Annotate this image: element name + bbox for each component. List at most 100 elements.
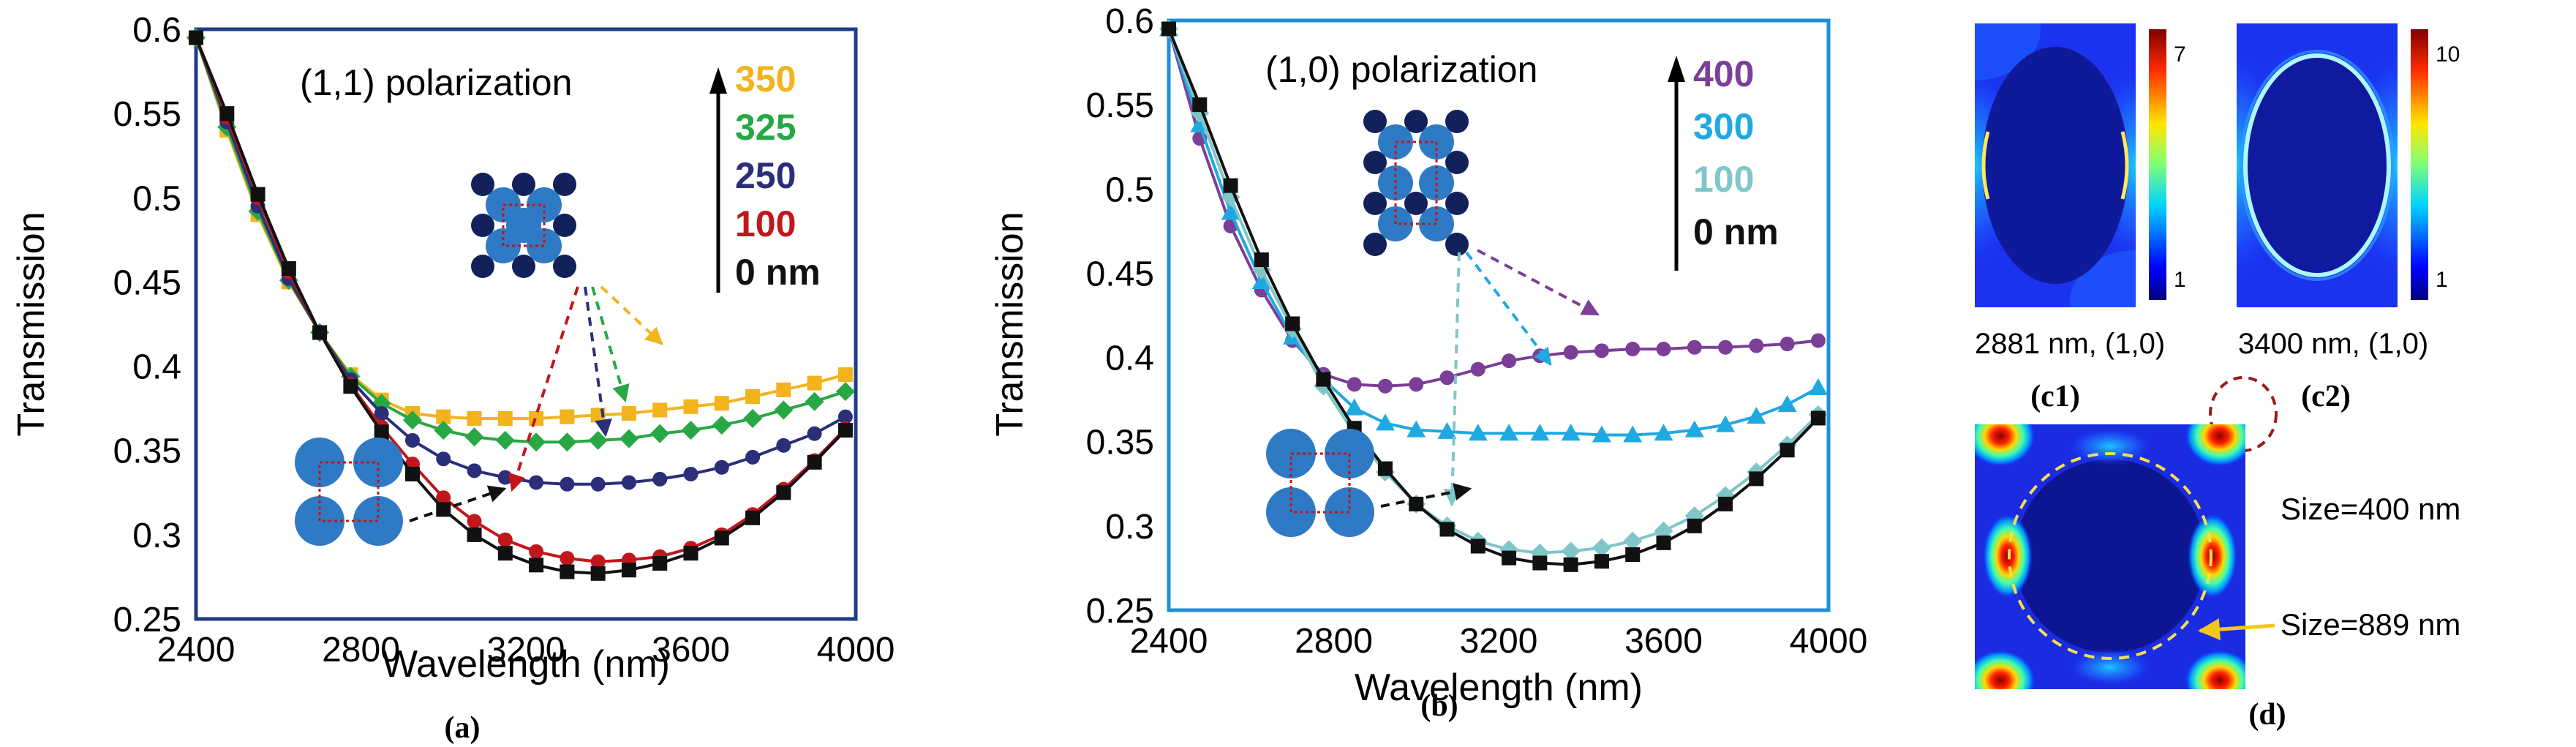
b-series-3-point (1192, 97, 1208, 113)
panel-a-disk-inset (295, 438, 403, 546)
a-series-3-point (560, 551, 575, 566)
b-xtick-label: 3200 (1460, 622, 1538, 661)
c2-caption: 3400 nm, (1,0) (2238, 328, 2428, 360)
a-legend-entry: 250 (735, 155, 796, 196)
b-series-3-line (1167, 28, 1820, 566)
b-series-0-point (1594, 343, 1609, 359)
b-series-3-point (1687, 518, 1702, 533)
panel-a-arrow-navy (584, 286, 612, 438)
b-ytick-label: 0.55 (1086, 86, 1154, 125)
a-series-2-point (745, 449, 761, 465)
b-series-0-point (1377, 378, 1393, 394)
a-ytick-label: 0.55 (113, 95, 181, 134)
b-series-0-line (1167, 28, 1819, 388)
b-series-3-point (1316, 372, 1331, 387)
a-series-0-point (807, 375, 822, 391)
a-series-0-point (745, 389, 761, 405)
b-series-0-point (1439, 370, 1455, 386)
a-series-4-point (621, 563, 636, 578)
panel-b-arrow-teal (1443, 252, 1461, 507)
b-ytick-label: 0.3 (1105, 508, 1154, 547)
b-series-3 (1161, 21, 1826, 572)
a-ytick-label: 0.4 (132, 348, 181, 387)
b-series-1-point (1684, 420, 1704, 438)
b-series-2-point (1592, 538, 1611, 558)
a-series-1-point (557, 432, 577, 452)
b-series-3-point (1439, 522, 1455, 537)
a-series-4-point (714, 530, 729, 546)
c1-colorbar-max: 7 (2174, 42, 2186, 67)
panel-label-b: (b) (1420, 689, 1458, 723)
a-ytick-label: 0.3 (132, 517, 181, 555)
b-series-2-line (1167, 28, 1820, 555)
b-xtick-label: 2400 (1130, 622, 1208, 661)
a-series-2-point (529, 475, 544, 490)
b-series-3-point (1285, 316, 1300, 331)
panel-a-legend-arrowhead (709, 67, 727, 94)
b-series-3-point (1254, 252, 1269, 268)
a-series-3-point (529, 544, 544, 559)
field-map-c2: 10 1 3400 nm, (1,0) (c2) (2237, 23, 2460, 413)
b-series-2-point (1623, 531, 1643, 551)
b-legend-entry: 300 (1693, 106, 1754, 147)
b-legend-entry: 0 nm (1693, 211, 1779, 252)
panel-b-xlabel: Wavelength (nm) (1355, 667, 1643, 709)
b-xtick-label: 3600 (1624, 622, 1703, 661)
b-series-3-point (1625, 547, 1641, 563)
b-series-0-point (1780, 337, 1795, 352)
panel-a-lattice-inset (471, 173, 576, 278)
b-series-3-point (1532, 555, 1548, 571)
a-series-0-point (652, 402, 668, 418)
a-series-3-point (467, 514, 482, 529)
b-series-0-point (1656, 342, 1671, 357)
b-ytick-label: 0.45 (1086, 255, 1154, 293)
a-series-1-point (527, 432, 546, 452)
a-series-4-point (807, 454, 822, 470)
panel-a-chart: 0.25 0.3 0.35 0.4 0.45 0.5 0.55 0.6 2400 2800 320… (10, 11, 895, 745)
c1-caption: 2881 nm, (1,0) (1975, 328, 2165, 360)
a-series-2-point (807, 426, 822, 441)
a-series-4-line (195, 37, 847, 575)
a-series-4-point (250, 187, 265, 202)
a-legend-entry: 0 nm (735, 252, 821, 293)
a-series-1-point (743, 408, 763, 428)
panel-a-polarization: (1,1) polarization (300, 62, 572, 103)
a-ytick-label: 0.35 (113, 432, 181, 471)
b-series-3-point (1749, 471, 1764, 487)
a-series-2-point (467, 463, 482, 478)
b-series-1-point (1561, 424, 1581, 441)
b-ytick-label: 0.4 (1105, 339, 1154, 378)
a-xtick-label: 4000 (817, 631, 895, 669)
b-series-1-point (1375, 413, 1395, 431)
a-series-1-point (835, 382, 855, 402)
b-xtick-label: 2800 (1295, 622, 1373, 661)
b-series-1-point (1777, 395, 1797, 413)
a-series-4-point (404, 466, 420, 481)
b-series-0-point (1625, 342, 1641, 357)
b-series-0-point (1718, 339, 1733, 355)
panel-b-legend-arrowhead (1668, 56, 1685, 82)
panel-a-arrow-red (508, 286, 579, 492)
a-series-4-point (837, 423, 853, 438)
a-series-4-point (467, 527, 482, 542)
b-series-3-point (1377, 461, 1393, 476)
a-series-1-point (619, 429, 639, 448)
b-series-3-point (1718, 496, 1733, 511)
b-series-1-point (1808, 378, 1828, 396)
b-series-1-point (1716, 415, 1736, 432)
field-map-d: Size=400 nm Size=889 nm (d) (1975, 424, 2460, 732)
a-series-1-point (402, 410, 422, 430)
a-legend-entry: 325 (735, 107, 796, 148)
b-series-1-point (1221, 203, 1240, 220)
b-series-1-point (1654, 424, 1673, 441)
a-series-4-point (560, 564, 575, 579)
b-series-3-point (1470, 538, 1485, 554)
b-series-3-point (1502, 550, 1517, 566)
c2-colorbar-min: 1 (2436, 268, 2448, 292)
a-series-0-point (467, 410, 482, 426)
a-xtick-label: 3200 (487, 631, 565, 669)
a-series-4-point (312, 325, 328, 340)
b-legend-entry: 100 (1693, 159, 1754, 200)
a-series-4-point (374, 424, 389, 440)
